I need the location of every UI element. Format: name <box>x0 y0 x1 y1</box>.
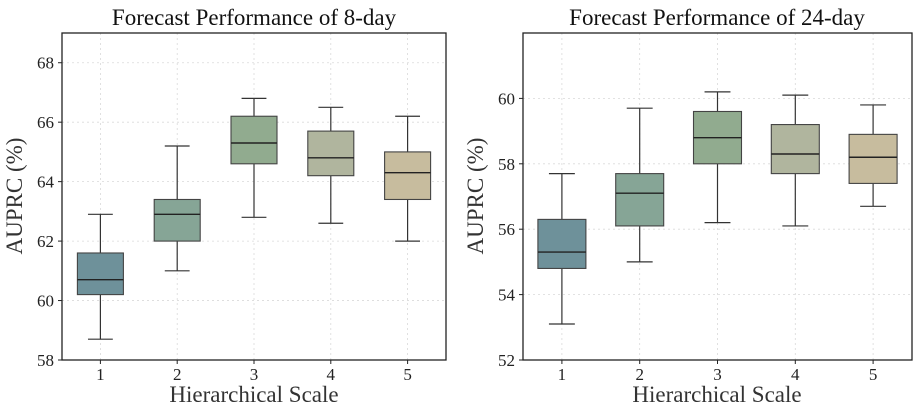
y-tick-label: 54 <box>498 286 516 305</box>
y-tick-label: 58 <box>37 351 54 370</box>
x-tick-label: 5 <box>869 365 878 384</box>
y-axis-label: AUPRC (%) <box>2 138 27 255</box>
box-iqr <box>76 252 124 296</box>
panel-8-day: Forecast Performance of 8-day 58 60 62 64 66… <box>2 5 447 407</box>
x-tick-label: 3 <box>713 365 722 384</box>
chart-title: Forecast Performance of 24-day <box>569 5 865 30</box>
y-tick-label: 60 <box>498 89 515 108</box>
y-tick-label: 66 <box>37 113 54 132</box>
box-4 <box>307 106 355 224</box>
y-tick-label: 64 <box>37 173 55 192</box>
x-tick-label: 4 <box>327 365 336 384</box>
x-ticks: 1 2 3 4 5 <box>558 360 878 384</box>
x-tick-label: 1 <box>96 365 105 384</box>
box-1 <box>76 213 124 340</box>
box-iqr <box>537 218 587 269</box>
box-1 <box>537 173 587 325</box>
box-iqr <box>307 130 355 177</box>
y-tick-label: 62 <box>37 232 54 251</box>
box-3 <box>230 97 278 218</box>
panel-24-day: Forecast Performance of 24-day 525456586… <box>463 5 913 407</box>
y-tick-label: 56 <box>498 220 515 239</box>
box-2 <box>615 107 665 263</box>
y-ticks: 52 54 56 58 60 <box>498 89 523 370</box>
y-tick-label: 68 <box>37 54 54 73</box>
box-iqr <box>384 151 432 201</box>
y-tick-label: 58 <box>498 155 515 174</box>
box-iqr <box>770 124 820 175</box>
box-iqr <box>848 133 898 184</box>
x-tick-label: 2 <box>173 365 182 384</box>
y-tick-label: 52 <box>498 351 515 370</box>
x-tick-label: 4 <box>791 365 800 384</box>
x-axis-label: Hierarchical Scale <box>632 382 801 407</box>
box-iqr <box>615 173 665 227</box>
chart-title: Forecast Performance of 8-day <box>112 5 397 30</box>
x-axis-label: Hierarchical Scale <box>169 382 338 407</box>
box-iqr <box>230 115 278 165</box>
x-tick-label: 2 <box>635 365 644 384</box>
box-4 <box>770 94 820 227</box>
x-tick-label: 5 <box>403 365 412 384</box>
box-5 <box>384 115 432 242</box>
box-3 <box>692 91 743 224</box>
box-2 <box>153 145 201 272</box>
x-tick-label: 3 <box>250 365 259 384</box>
box-iqr <box>153 198 201 242</box>
boxes <box>537 91 898 325</box>
boxes <box>76 97 432 340</box>
x-tick-label: 1 <box>558 365 567 384</box>
box-5 <box>848 104 898 207</box>
x-ticks: 1 2 3 4 5 <box>96 360 412 384</box>
y-tick-label: 60 <box>37 292 54 311</box>
y-axis-label: AUPRC (%) <box>463 138 488 255</box>
y-ticks: 58 60 62 64 66 68 <box>37 54 62 370</box>
